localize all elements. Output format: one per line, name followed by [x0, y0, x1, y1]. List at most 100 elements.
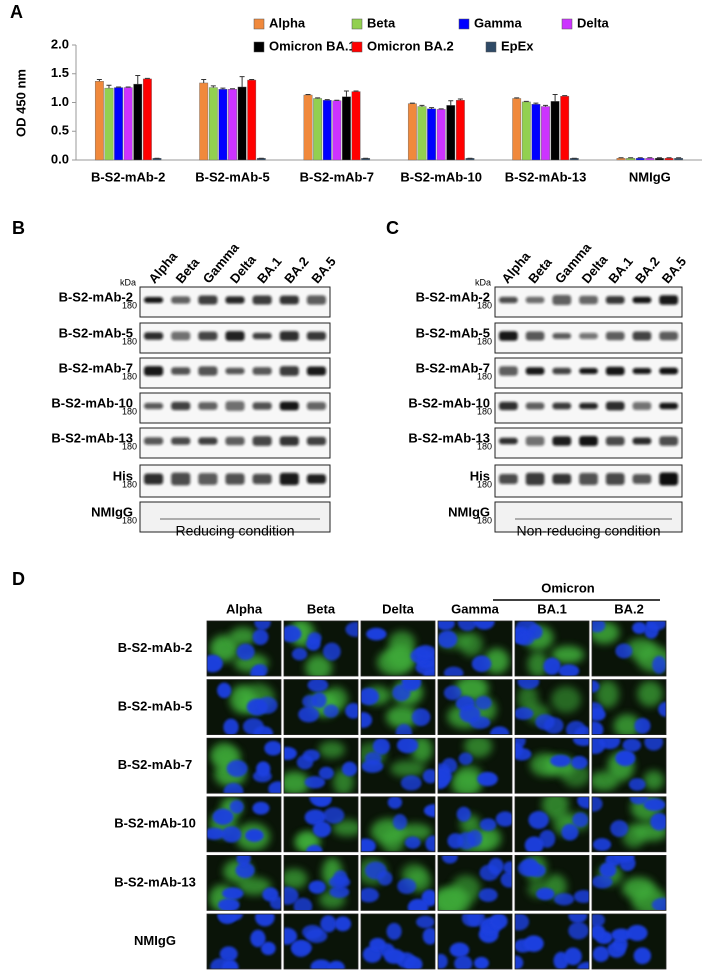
blot-frame — [139, 501, 331, 533]
micrograph-content — [592, 796, 666, 852]
micrograph — [591, 679, 667, 735]
nucleus — [377, 870, 393, 886]
micrograph-frame — [360, 679, 436, 735]
micrograph — [437, 855, 513, 911]
nucleus — [650, 813, 666, 831]
bar — [342, 96, 351, 161]
bar — [645, 158, 655, 161]
micrograph — [206, 796, 282, 853]
bar — [512, 98, 522, 161]
micrograph — [283, 855, 359, 911]
blot-band — [252, 473, 272, 485]
micrograph-content — [438, 679, 512, 735]
unit-label: kDa — [120, 277, 136, 287]
nucleus — [564, 947, 582, 966]
blot-band — [198, 331, 218, 341]
micrograph — [283, 796, 359, 853]
blot-band — [605, 366, 625, 376]
bar — [674, 158, 684, 161]
blot-frame — [494, 501, 683, 533]
micrograph-content — [592, 914, 666, 969]
micrograph-content — [361, 796, 435, 852]
nucleus — [401, 679, 422, 692]
micrograph-content — [361, 914, 435, 969]
green-signal — [527, 651, 549, 676]
row-label: B-S2-mAb-5 — [118, 699, 192, 714]
micrograph-frame — [283, 913, 359, 970]
blot-band — [171, 367, 191, 375]
nucleus — [644, 738, 664, 751]
micrograph-frame — [360, 796, 436, 853]
nucleus — [626, 924, 648, 942]
nucleus — [572, 738, 589, 747]
error-bar — [419, 104, 425, 107]
nucleus — [592, 680, 600, 693]
nucleus — [517, 859, 540, 877]
x-tick-label: B-S2-mAb-2 — [91, 169, 165, 184]
blot-band — [579, 473, 598, 485]
micrograph — [206, 913, 282, 970]
blot-band — [252, 436, 272, 446]
blot-band — [525, 296, 545, 304]
nucleus — [345, 621, 358, 637]
error-bar — [305, 93, 311, 96]
green-signal — [284, 868, 308, 889]
blot-band — [525, 331, 545, 341]
nucleus — [422, 769, 435, 784]
micrograph — [360, 796, 436, 853]
micrograph — [283, 913, 359, 970]
error-bar — [514, 97, 520, 99]
micrograph — [206, 855, 282, 911]
nucleus — [592, 721, 604, 735]
legend-swatch — [351, 18, 363, 30]
row-label: B-S2-mAb-13 — [408, 430, 490, 445]
blot-band — [306, 436, 326, 446]
micrograph-frame — [591, 679, 667, 735]
caption: Reducing condition — [175, 523, 294, 539]
micrograph-content — [438, 621, 512, 676]
nucleus — [284, 746, 297, 760]
nucleus — [610, 820, 629, 837]
nucleus — [592, 796, 603, 812]
bar — [228, 89, 237, 161]
blot-band — [525, 402, 545, 410]
error-bar — [210, 85, 216, 88]
nucleus — [543, 657, 561, 675]
nucleus — [629, 796, 649, 805]
nucleus — [361, 887, 379, 903]
blot-band — [306, 295, 326, 305]
panel-label: B — [12, 218, 25, 238]
nucleus — [221, 826, 242, 843]
row-label: B-S2-mAb-10 — [114, 816, 196, 831]
nucleus — [536, 887, 555, 901]
nucleus — [572, 812, 589, 828]
blot-band — [659, 367, 678, 375]
error-bar — [552, 93, 558, 102]
nucleus — [361, 712, 373, 728]
nucleus — [457, 621, 478, 631]
bar — [114, 87, 123, 161]
bar — [313, 98, 323, 161]
micrograph-frame — [283, 679, 359, 735]
y-tick-label: 0.0 — [51, 151, 69, 166]
column-label: Beta — [307, 601, 336, 616]
nucleus — [309, 796, 332, 807]
micrograph-frame — [591, 855, 667, 911]
blot-band — [552, 295, 572, 305]
blot-band — [632, 331, 652, 341]
blot-band — [198, 402, 218, 410]
green-signal — [622, 877, 656, 900]
micrograph-content — [592, 679, 666, 735]
green-signal — [613, 714, 641, 735]
micrograph-content — [515, 855, 589, 911]
nucleus — [571, 755, 588, 770]
error-bar — [656, 157, 662, 159]
nucleus — [361, 838, 376, 852]
nucleus — [573, 889, 589, 903]
x-tick-label: B-S2-mAb-7 — [300, 169, 374, 184]
marker-label: 180 — [477, 441, 492, 451]
blot-band — [605, 436, 625, 446]
micrograph-frame — [437, 620, 513, 677]
micrograph-content — [361, 621, 435, 676]
nucleus — [561, 823, 579, 841]
